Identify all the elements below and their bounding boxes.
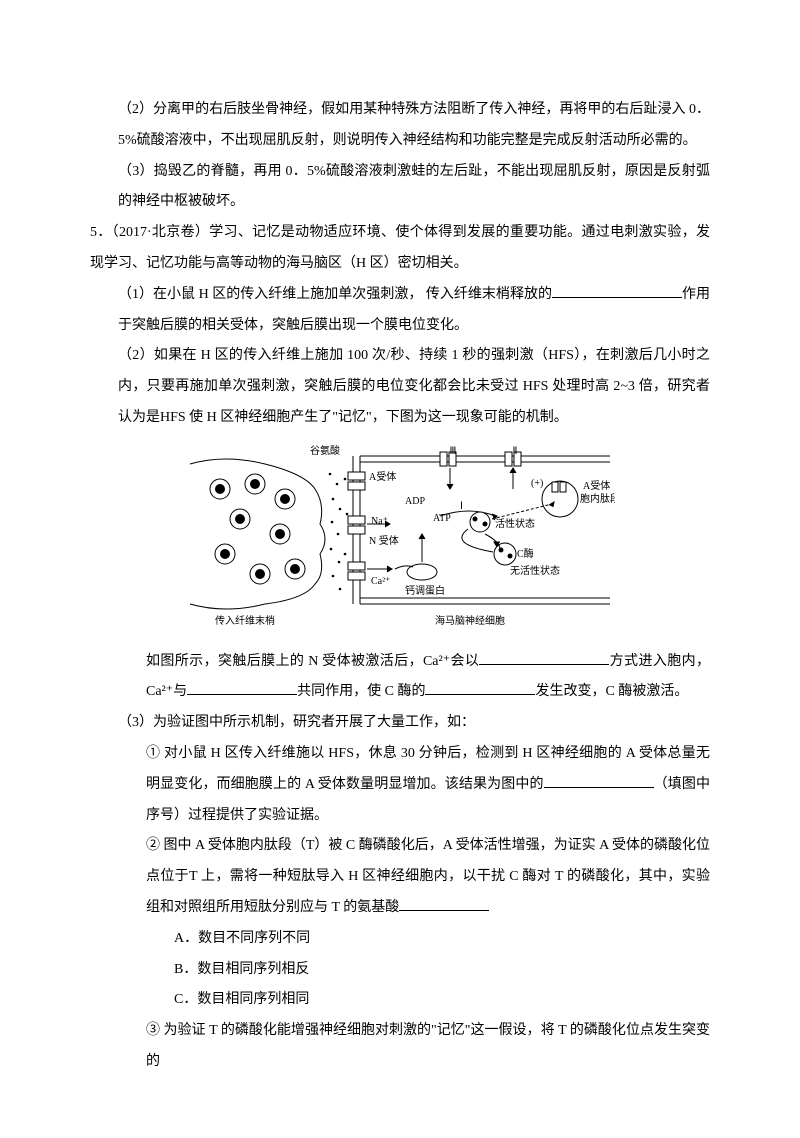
question-5-stem: 5．（2017·北京卷）学习、记忆是动物适应环境、使个体得到发展的重要功能。通过…: [90, 218, 710, 280]
blank-roman-numeral: [544, 770, 654, 788]
q5-sub2b: 如图所示，突触后膜上的 N 受体被激活后，Ca²⁺会以方式进入胞内，Ca²⁺与共…: [90, 647, 710, 709]
option-b: B．数目相同序列相反: [90, 955, 710, 986]
fig-label-roman2: Ⅱ: [513, 446, 518, 457]
blank-neurotransmitter: [552, 280, 682, 298]
option-a: A．数目不同序列不同: [90, 924, 710, 955]
q5-number: 5．: [90, 225, 112, 240]
fig-label-active: 活性状态: [495, 517, 535, 530]
fig-label-presynaptic: 传入纤维末梢: [215, 614, 275, 627]
q5-sub3-2: ② 图中 A 受体胞内肽段（T）被 C 酶磷酸化后，A 受体活性增强，为证实 A…: [90, 831, 710, 923]
fig-label-adp: ADP: [405, 496, 425, 507]
fig-label-c-enzyme: C酶: [517, 547, 534, 560]
blank-cofactor: [187, 678, 297, 696]
fig-label-calmodulin: 钙调蛋白: [405, 584, 445, 597]
option-c: C．数目相同序列相同: [90, 985, 710, 1016]
q5-sub2b-3: 共同作用，使 C 酶的: [297, 684, 425, 699]
fig-label-inactive: 无活性状态: [510, 564, 560, 577]
fig-label-postsynaptic: 海马脑神经细胞: [435, 614, 505, 627]
fig-label-plus: (+): [531, 478, 543, 489]
q5-sub2a: （2）如果在 H 区的传入纤维上施加 100 次/秒、持续 1 秒的强刺激（HF…: [90, 341, 710, 433]
q5-sub3: （3）为验证图中所示机制，研究者开展了大量工作，如：: [90, 708, 710, 739]
synapse-diagram: 谷氨酸 A受体 N 受体 Na⁺ Ca²⁺ 钙调蛋白 ADP ATP 活性状态 …: [90, 444, 710, 642]
q5-sub1-text-a: （1）在小鼠 H 区的传入纤维上施加单次强刺激， 传入纤维末梢释放的: [118, 287, 552, 302]
fig-label-roman3: Ⅲ: [450, 446, 457, 457]
fig-label-glutamate: 谷氨酸: [310, 444, 340, 457]
blank-conformation: [425, 678, 535, 696]
q5-sub3-1: ① 对小鼠 H 区传入纤维施以 HFS，休息 30 分钟后，检测到 H 区神经细…: [90, 739, 710, 831]
fig-label-atp: ATP: [433, 513, 451, 524]
fig-label-a-receptor-2: A受体: [583, 480, 610, 492]
fig-label-roman1: Ⅰ: [460, 501, 463, 512]
fig-label-a-receptor: A受体: [369, 471, 396, 483]
paragraph-3: （3）捣毁乙的脊髓，再用 0．5%硫酸溶液刺激蛙的左后趾，不能出现屈肌反射，原因…: [90, 157, 710, 219]
fig-label-t-segment: 胞内肽段(T): [580, 492, 615, 505]
blank-transport: [479, 647, 609, 665]
fig-label-na: Na⁺: [371, 516, 388, 527]
q5-source: （2017·北京卷）: [112, 225, 210, 240]
fig-label-ca: Ca²⁺: [371, 576, 390, 587]
q5-sub3-3: ③ 为验证 T 的磷酸化能增强神经细胞对刺激的"记忆"这一假设，将 T 的磷酸化…: [90, 1016, 710, 1078]
fig-label-n-receptor: N 受体: [369, 535, 399, 547]
q5-sub1: （1）在小鼠 H 区的传入纤维上施加单次强刺激， 传入纤维末梢释放的作用于突触后…: [90, 280, 710, 342]
paragraph-2: （2）分离甲的右后肢坐骨神经，假如用某种特殊方法阻断了传入神经，再将甲的右后趾浸…: [90, 95, 710, 157]
q5-sub2b-4: 发生改变，C 酶被激活。: [535, 684, 688, 699]
q5-sub2b-1: 如图所示，突触后膜上的 N 受体被激活后，Ca²⁺会以: [146, 654, 479, 669]
blank-peptide-option: [399, 893, 489, 911]
